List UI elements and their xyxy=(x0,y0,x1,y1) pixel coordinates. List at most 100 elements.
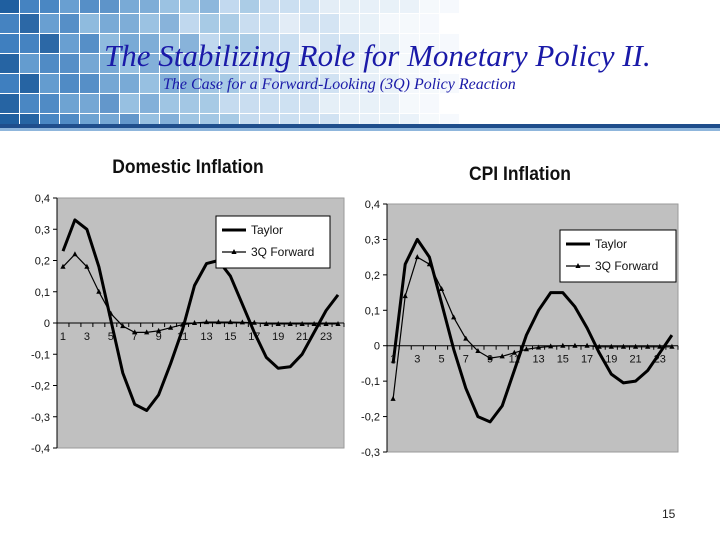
mosaic-tile xyxy=(120,94,139,113)
data-point xyxy=(390,395,396,401)
mosaic-tile xyxy=(80,94,99,113)
mosaic-tile xyxy=(40,54,59,73)
data-point xyxy=(84,263,90,269)
y-tick-label: 0,2 xyxy=(365,270,380,282)
mosaic-tile xyxy=(260,94,279,113)
x-tick-label: 1 xyxy=(60,331,66,343)
mosaic-tile xyxy=(160,0,179,13)
mosaic-tile xyxy=(360,0,379,13)
mosaic-tile xyxy=(360,74,379,93)
mosaic-tile xyxy=(340,0,359,13)
mosaic-tile xyxy=(340,74,359,93)
mosaic-tile xyxy=(360,54,379,73)
mosaic-tile xyxy=(380,94,399,113)
mosaic-tile xyxy=(240,114,259,124)
mosaic-tile xyxy=(20,34,39,53)
mosaic-tile xyxy=(180,0,199,13)
mosaic-tile xyxy=(60,0,79,13)
data-point xyxy=(144,329,150,335)
mosaic-tile xyxy=(100,94,119,113)
mosaic-tile xyxy=(120,114,139,124)
data-point xyxy=(239,319,245,325)
legend-marker xyxy=(575,263,581,268)
data-point xyxy=(108,310,114,316)
y-tick-label: 0,1 xyxy=(35,287,50,299)
data-point xyxy=(168,324,174,330)
series-line-taylor xyxy=(391,237,674,424)
mosaic-tile xyxy=(140,54,159,73)
y-tick-label: 0,1 xyxy=(365,305,380,317)
mosaic-tile xyxy=(340,14,359,33)
data-point xyxy=(620,343,627,349)
mosaic-tile xyxy=(380,34,399,53)
mosaic-tile xyxy=(280,34,299,53)
data-point xyxy=(251,319,257,325)
mosaic-tile xyxy=(260,0,279,13)
x-tick-label: 21 xyxy=(629,354,641,366)
y-tick-label: -0,3 xyxy=(31,412,50,424)
y-tick-label: 0,4 xyxy=(365,199,380,211)
mosaic-tile xyxy=(60,14,79,33)
slide-subtitle: The Case for a Forward-Looking (3Q) Poli… xyxy=(163,76,516,93)
data-point xyxy=(669,343,675,349)
x-tick-label: 5 xyxy=(108,331,114,343)
mosaic-tile xyxy=(220,94,239,113)
mosaic-tile xyxy=(180,14,199,33)
y-tick-label: -0,2 xyxy=(31,381,50,393)
data-point xyxy=(426,261,433,267)
mosaic-tile xyxy=(400,94,419,113)
mosaic-tile xyxy=(20,14,39,33)
x-tick-label: 3 xyxy=(414,354,420,366)
mosaic-tile xyxy=(120,0,139,13)
mosaic-tile xyxy=(420,94,439,113)
x-tick-label: 19 xyxy=(605,354,617,366)
mosaic-tile xyxy=(260,114,279,124)
data-point xyxy=(191,320,198,325)
mosaic-tile xyxy=(340,94,359,113)
data-point xyxy=(548,343,554,349)
mosaic-tile xyxy=(340,34,359,53)
data-point xyxy=(132,329,138,335)
data-point xyxy=(96,288,102,294)
mosaic-tile xyxy=(340,54,359,73)
page-number: 15 xyxy=(662,507,676,521)
mosaic-tile xyxy=(340,114,359,124)
mosaic-tile xyxy=(80,114,99,124)
data-point xyxy=(632,343,639,349)
mosaic-tile xyxy=(320,94,339,113)
data-point xyxy=(311,320,317,326)
mosaic-tile xyxy=(160,114,179,124)
mosaic-tile xyxy=(80,0,99,13)
header-mosaic-decoration xyxy=(0,0,459,124)
mosaic-tile xyxy=(60,74,79,93)
mosaic-tile xyxy=(20,114,39,124)
mosaic-tile xyxy=(380,14,399,33)
data-point xyxy=(203,319,210,325)
cpi-inflation-chart: CPI Inflation 0,4 0,3 0,2 0,1 0 -0,1 -0,2 -0,3 1 3… xyxy=(361,162,679,459)
mosaic-tile xyxy=(60,94,79,113)
mosaic-tile xyxy=(40,74,59,93)
mosaic-tile xyxy=(200,94,219,113)
mosaic-tile xyxy=(440,74,459,93)
mosaic-tile xyxy=(180,94,199,113)
data-point xyxy=(335,320,341,326)
mosaic-tile xyxy=(200,74,219,93)
mosaic-tile xyxy=(280,14,299,33)
data-point xyxy=(438,286,445,292)
mosaic-tile xyxy=(320,54,339,73)
mosaic-tile xyxy=(300,114,319,124)
data-point xyxy=(156,327,162,333)
mosaic-tile xyxy=(100,74,119,93)
x-tick-label: 15 xyxy=(557,354,569,366)
mosaic-tile xyxy=(140,34,159,53)
legend-label: 3Q Forward xyxy=(251,245,314,259)
mosaic-tile xyxy=(140,74,159,93)
mosaic-tile xyxy=(380,74,399,93)
mosaic-tile xyxy=(160,54,179,73)
mosaic-tile xyxy=(240,14,259,33)
data-point xyxy=(120,323,126,329)
mosaic-tile xyxy=(100,54,119,73)
mosaic-tile xyxy=(140,94,159,113)
mosaic-tile xyxy=(400,74,419,93)
data-point xyxy=(560,342,566,348)
